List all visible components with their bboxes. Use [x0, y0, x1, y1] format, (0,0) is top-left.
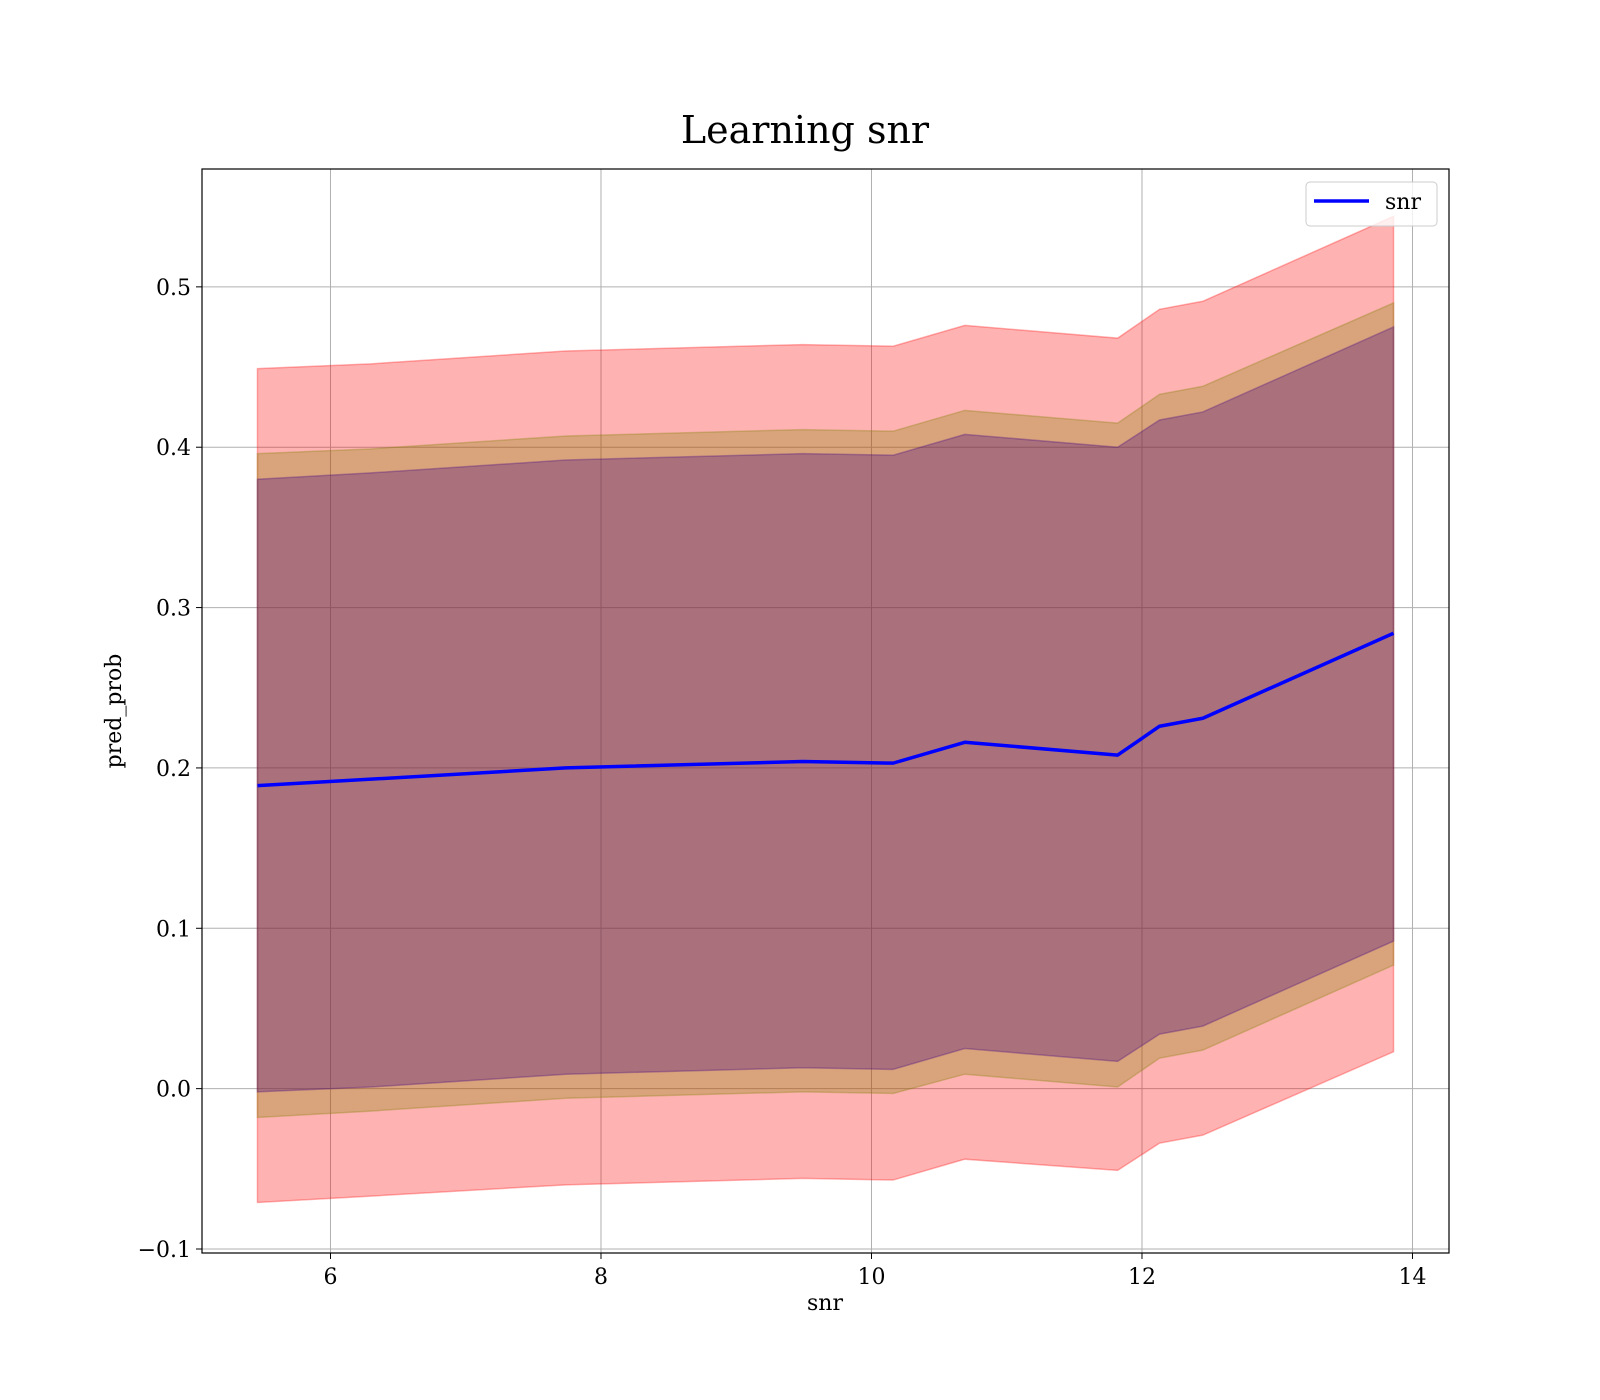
y-tick-label-3: 0.2 [156, 757, 191, 782]
x-tick-label-1: 8 [594, 1265, 608, 1290]
band-inner [256, 325, 1395, 1093]
x-tick-label-3: 12 [1128, 1265, 1156, 1290]
y-tick-label-4: 0.3 [156, 597, 191, 622]
x-tick-label-4: 14 [1398, 1265, 1426, 1290]
band-middle [256, 301, 1395, 1119]
y-axis-label: pred_prob [102, 654, 127, 769]
y-tick-label-5: 0.4 [156, 436, 191, 461]
x-tick-label-2: 10 [857, 1265, 885, 1290]
x-axis-ticks: 6 8 10 12 14 [323, 1253, 1426, 1290]
y-tick-label-6: 0.5 [156, 276, 191, 301]
y-tick-label-0: −0.1 [138, 1238, 191, 1263]
legend: snr [1305, 181, 1438, 227]
x-tick-label-0: 6 [323, 1265, 337, 1290]
y-tick-label-1: 0.0 [156, 1078, 191, 1103]
grid-lines [202, 169, 1449, 1253]
x-axis-label: snr [807, 1291, 843, 1316]
band-outer [256, 215, 1395, 1204]
plot-frame [201, 168, 1450, 1254]
y-axis-ticks: −0.1 0.0 0.1 0.2 0.3 0.4 0.5 [138, 276, 202, 1263]
confidence-bands [256, 215, 1395, 1204]
chart-title: Learning snr [681, 108, 930, 152]
y-tick-label-2: 0.1 [156, 917, 191, 942]
legend-label-snr: snr [1385, 190, 1421, 215]
series-lines [257, 631, 1395, 788]
legend-box [1305, 181, 1438, 227]
series-line-snr [257, 631, 1395, 788]
